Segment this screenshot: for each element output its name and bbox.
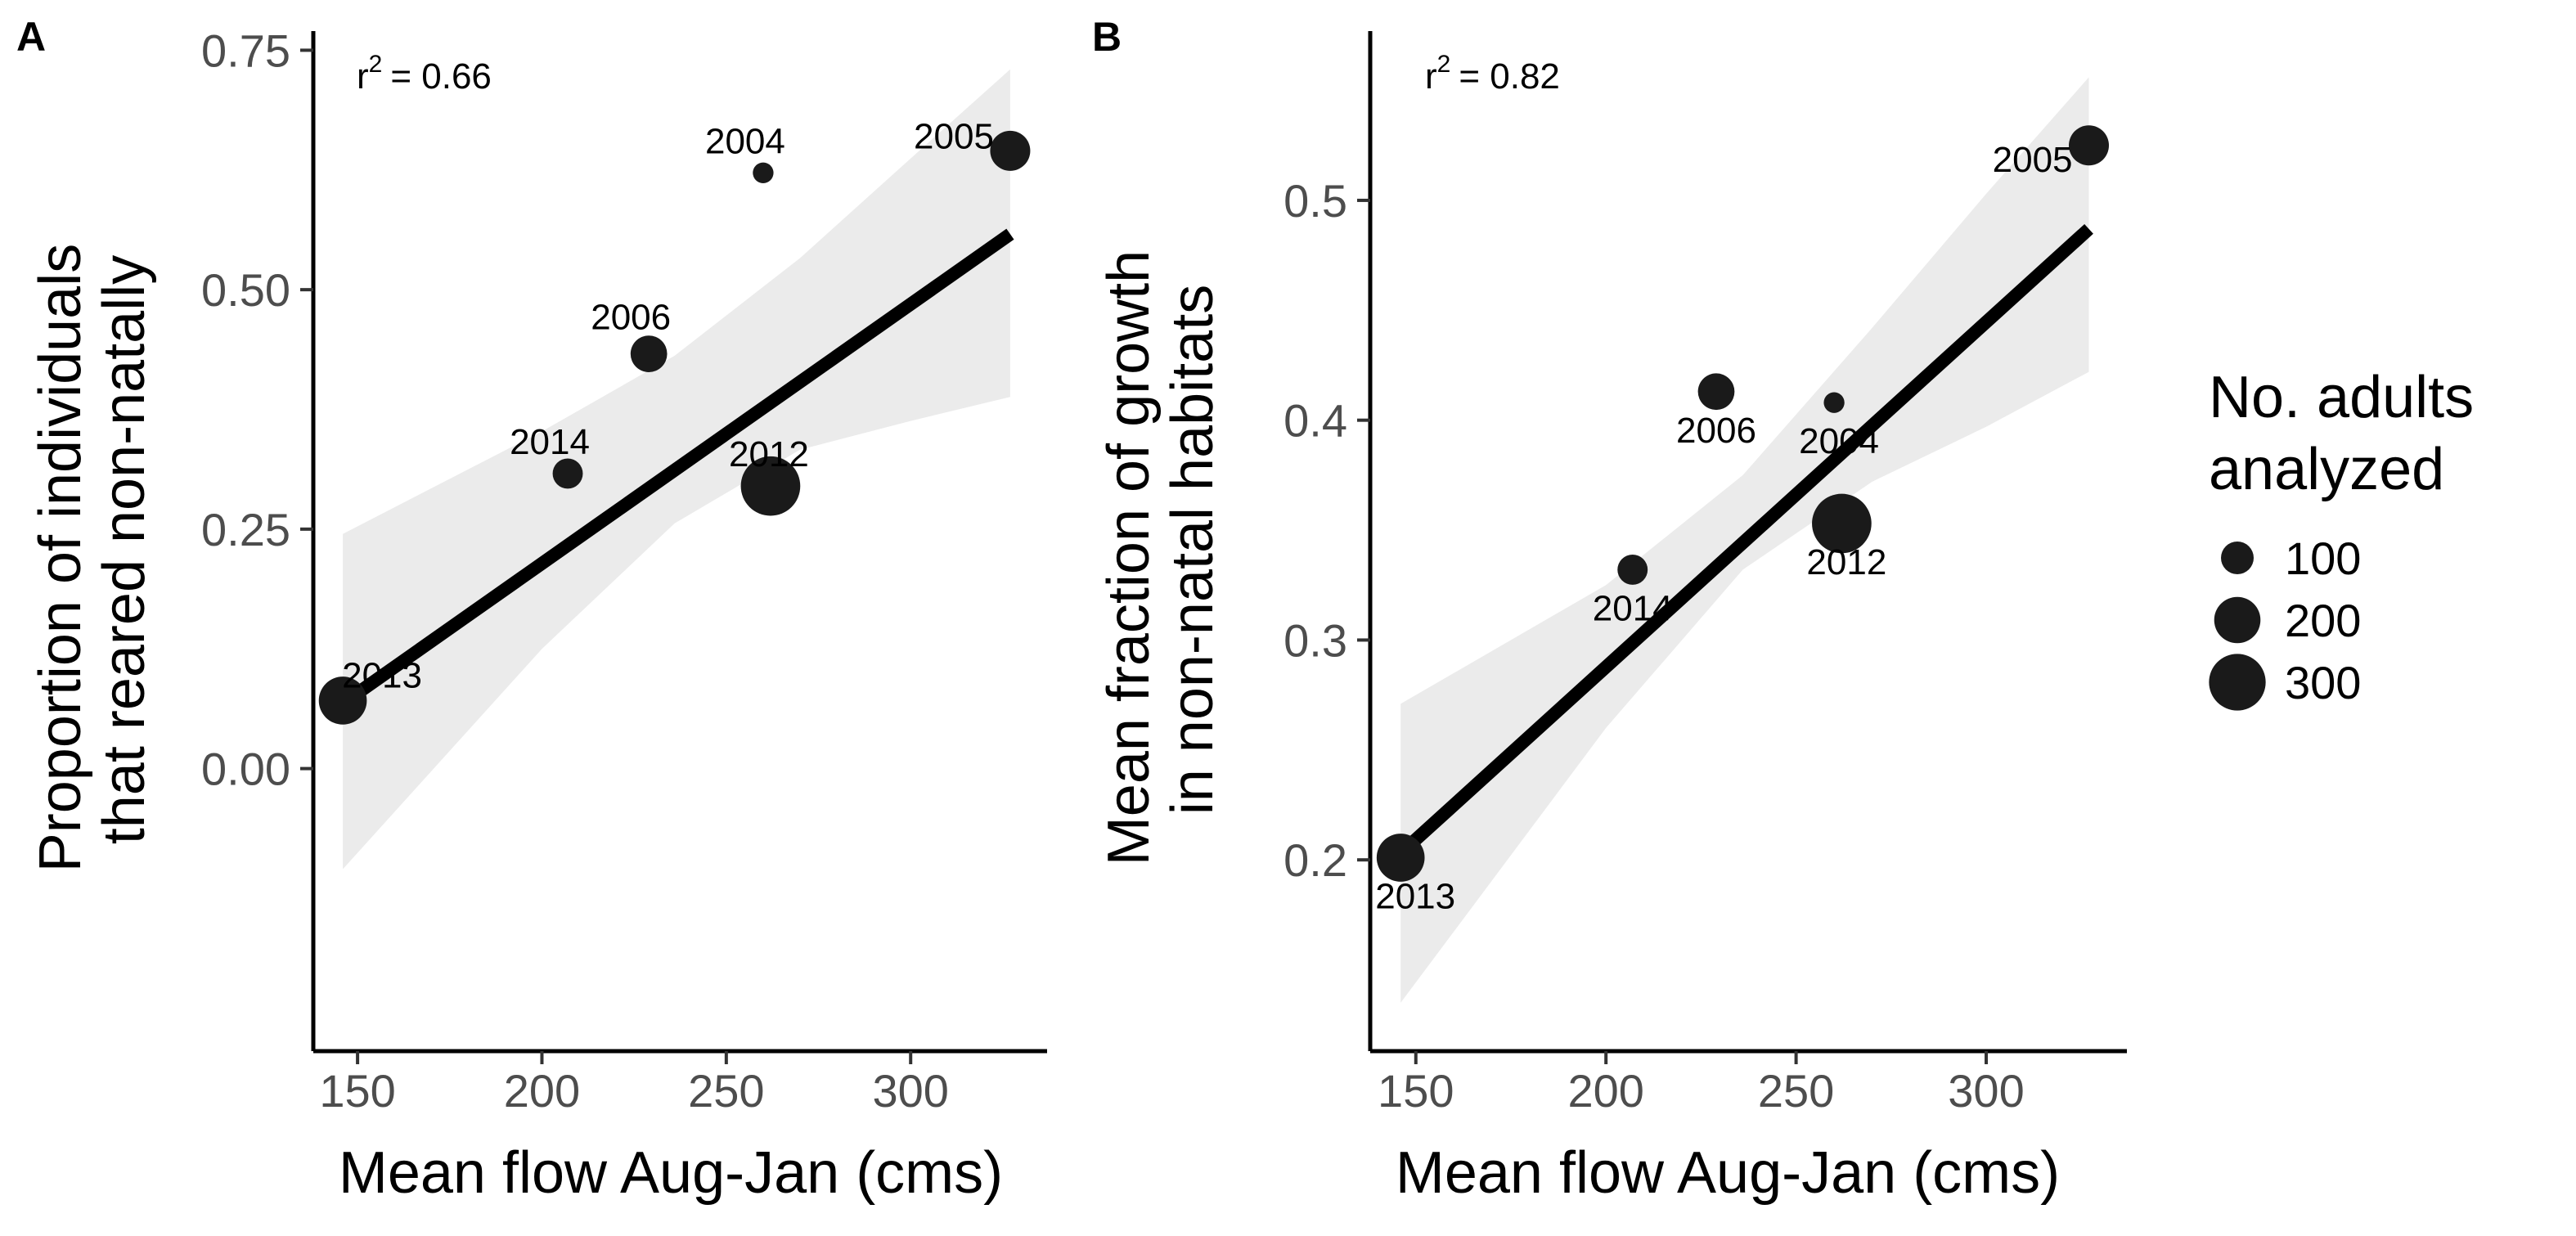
point-2012: [740, 456, 801, 516]
point-label-2004: 2004: [705, 121, 785, 161]
x-tick-label-a: 200: [504, 1065, 580, 1117]
x-tick-label-b: 200: [1567, 1065, 1643, 1117]
r2-sup-b: 2: [1437, 51, 1451, 78]
point-label-2004: 2004: [1799, 421, 1879, 461]
point-label-2014: 2014: [510, 422, 590, 462]
regression-line-b: [1396, 223, 2093, 859]
point-2006: [630, 335, 668, 372]
y-axis-title-b-line2: in non-natal habitats: [1160, 285, 1225, 815]
y-axis-title-a-line2: that reared non-natally: [92, 255, 157, 844]
legend-title-line1: No. adults: [2209, 365, 2474, 430]
y-axis-title-b: Mean fraction of growth in non-natal hab…: [1096, 234, 1225, 865]
legend-label-100: 100: [2285, 533, 2361, 584]
y-axis-title-a: Proportion of individuals that reared no…: [28, 227, 157, 872]
axes-b: 150 200 250 300 0.2 0.3 0.4 0.5: [1284, 31, 2127, 1117]
legend-label-200: 200: [2285, 595, 2361, 646]
point-label-2013: 2013: [1375, 877, 1455, 917]
point-label-2006: 2006: [1676, 411, 1756, 451]
x-tick-label-a: 150: [319, 1065, 395, 1117]
size-legend: No. adults analyzed 100 200 300: [2209, 365, 2490, 711]
y-axis-title-b-line1: Mean fraction of growth: [1096, 250, 1162, 865]
point-2005: [2069, 125, 2110, 166]
r2-value-b: = 0.82: [1459, 56, 1560, 97]
point-2013: [318, 676, 367, 725]
point-label-2012: 2012: [1806, 542, 1886, 582]
axes-a: 150 200 250 300 0.00 0.25 0.50 0.75: [201, 25, 1047, 1117]
r2-base-a: r: [357, 56, 369, 97]
point-label-2014: 2014: [1593, 588, 1673, 628]
legend-title: No. adults analyzed: [2209, 365, 2490, 502]
regression-line: [339, 228, 1014, 709]
scatter-points-b: [1376, 125, 2110, 882]
panel-b-letter: B: [1092, 14, 1122, 60]
y-tick-label-b: 0.4: [1284, 395, 1347, 447]
point-2004: [753, 162, 774, 183]
x-tick-label-b: 250: [1758, 1065, 1834, 1117]
point-2014: [552, 458, 583, 489]
point-2005: [990, 130, 1031, 171]
point-2013: [1376, 834, 1425, 882]
y-tick-label-a: 0.25: [201, 504, 290, 555]
scatter-points-a: [318, 130, 1031, 725]
point-2004: [1823, 392, 1845, 413]
point-labels-a: 2004 2005 2006 2014 2012 2013: [342, 116, 994, 695]
y-tick-label-a: 0.75: [201, 25, 290, 76]
legend-key-200: [2214, 596, 2261, 644]
point-2012: [1812, 493, 1872, 554]
legend-title-line2: analyzed: [2209, 437, 2444, 502]
x-tick-label-a: 250: [688, 1065, 764, 1117]
regression-line: [1396, 223, 2093, 859]
regression-line-a: [339, 228, 1014, 709]
legend-key-100: [2221, 542, 2254, 574]
r2-annotation-a: r2 = 0.66: [357, 51, 492, 97]
point-label-2005: 2005: [914, 116, 994, 156]
legend-key-300: [2209, 654, 2266, 711]
point-label-2013: 2013: [342, 655, 422, 695]
r2-sup-a: 2: [369, 51, 383, 78]
y-tick-label-a: 0.00: [201, 744, 290, 795]
point-label-2005: 2005: [1993, 140, 2073, 180]
point-label-2006: 2006: [591, 298, 671, 338]
y-axis-title-a-line1: Proportion of individuals: [28, 244, 93, 872]
x-tick-label-b: 300: [1948, 1065, 2024, 1117]
y-tick-label-b: 0.3: [1284, 614, 1347, 666]
x-axis-title-a: Mean flow Aug-Jan (cms): [339, 1140, 1003, 1206]
x-tick-label-a: 300: [873, 1065, 949, 1117]
x-tick-label-b: 150: [1378, 1065, 1454, 1117]
r2-value-a: = 0.66: [390, 56, 492, 97]
r2-annotation-b: r2 = 0.82: [1425, 51, 1560, 97]
x-axis-title-b: Mean flow Aug-Jan (cms): [1396, 1140, 2060, 1206]
y-tick-label-b: 0.5: [1284, 175, 1347, 227]
panel-a: A 2004 2005 2006 2014 2012 2013 150 200 250 300 0…: [16, 14, 1047, 1206]
r2-base-b: r: [1425, 56, 1437, 97]
panel-a-letter: A: [16, 14, 46, 60]
y-tick-label-a: 0.50: [201, 264, 290, 316]
point-2014: [1617, 554, 1648, 585]
point-labels-b: 2005 2006 2004 2012 2014 2013: [1375, 140, 2072, 917]
legend-label-300: 300: [2285, 657, 2361, 708]
panel-b: B 2005 2006 2004 2012 2014 2013 150 200 250 300 0…: [1092, 14, 2127, 1206]
point-2006: [1697, 373, 1735, 411]
y-tick-label-b: 0.2: [1284, 834, 1347, 886]
point-label-2012: 2012: [729, 434, 809, 474]
